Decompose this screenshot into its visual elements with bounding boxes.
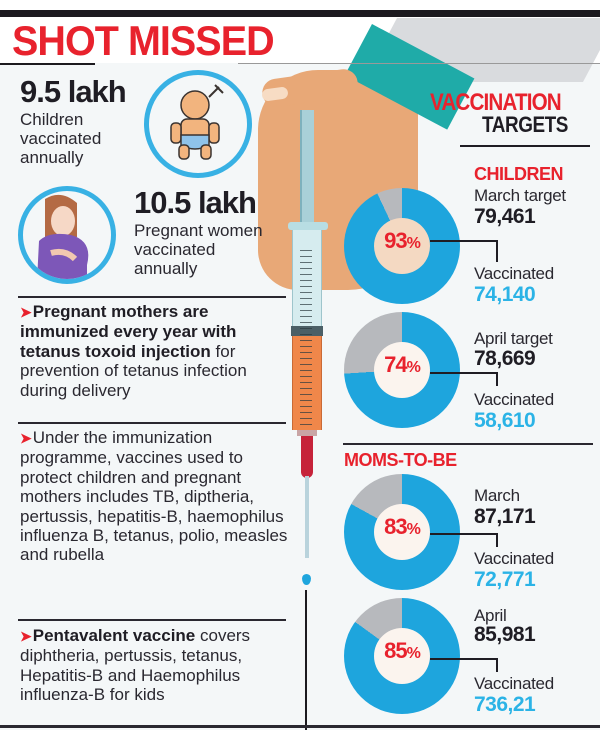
arrow-bullet-icon: ➤ xyxy=(20,304,32,320)
stat-value: 10.5 lakh xyxy=(134,185,257,220)
bullet-text: Under the immunization programme, vaccin… xyxy=(20,428,288,565)
targets-title-line2: TARGETS xyxy=(482,112,568,137)
target-label: April target xyxy=(474,329,553,348)
leader-line xyxy=(496,533,498,547)
bullet-tetanus: ➤Pregnant mothers are immunized every ye… xyxy=(20,302,292,400)
vaccinated-label: Vaccinated xyxy=(474,390,554,409)
stat-desc-line: vaccinated xyxy=(20,129,102,148)
bullet-text: for prevention of tetanus infection duri… xyxy=(20,341,247,400)
bullet-bold: Pregnant mothers are immunized every yea… xyxy=(20,302,237,361)
stat-children: 9.5 lakh Children vaccinated annually xyxy=(20,74,127,168)
target-label: March target xyxy=(474,186,566,205)
donut-chart-children-march: 93% xyxy=(344,188,460,304)
targets-rule xyxy=(460,145,590,147)
leader-line xyxy=(496,372,498,386)
leader-line xyxy=(496,240,498,262)
stat-desc-line: annually xyxy=(20,148,84,167)
leader-line xyxy=(496,658,498,672)
leader-line xyxy=(430,240,498,242)
target-value: 85,981 xyxy=(474,623,536,646)
baby-vaccination-icon xyxy=(144,70,252,178)
target-value: 87,171 xyxy=(474,505,536,528)
vaccinated-value: 74,140 xyxy=(474,283,536,306)
vaccinated-value: 736,21 xyxy=(474,693,536,716)
leader-line xyxy=(430,372,498,374)
vaccinated-value: 72,771 xyxy=(474,568,536,591)
vaccinated-label: Vaccinated xyxy=(474,674,554,693)
bullet-pentavalent: ➤Pentavalent vaccine covers diphtheria, … xyxy=(20,626,292,705)
headline: SHOT MISSED xyxy=(12,17,275,64)
bullet-bold: Pentavalent vaccine xyxy=(32,626,196,645)
section-label-moms: MOMS-TO-BE xyxy=(344,450,457,470)
donut-chart-children-april: 74% xyxy=(344,312,460,428)
vaccinated-label: Vaccinated xyxy=(474,549,554,568)
stat-pregnant-women: 10.5 lakh Pregnant women vaccinated annu… xyxy=(134,185,263,279)
stat-desc-line: Children xyxy=(20,110,84,129)
section-label-children: CHILDREN xyxy=(474,164,564,184)
target-value: 79,461 xyxy=(474,205,536,228)
donut-chart-moms-april: 85% xyxy=(344,598,460,714)
top-strip xyxy=(0,0,600,10)
bottom-rule xyxy=(0,725,600,728)
pregnant-woman-icon xyxy=(18,186,116,284)
leader-line xyxy=(430,533,498,535)
stat-value: 9.5 lakh xyxy=(20,74,127,109)
targets-title-line1: VACCINATION xyxy=(430,89,562,116)
droplet-icon xyxy=(302,574,311,585)
donut-chart-moms-march: 83% xyxy=(344,474,460,590)
arrow-bullet-icon: ➤ xyxy=(20,430,32,446)
vaccinated-label: Vaccinated xyxy=(474,264,554,283)
column-divider xyxy=(305,590,307,730)
stat-desc-line: Pregnant women xyxy=(134,221,263,240)
donut-percent: 74% xyxy=(384,352,421,377)
headline-rule-right xyxy=(238,63,600,64)
target-label: March xyxy=(474,486,520,505)
bullet-programme: ➤Under the immunization programme, vacci… xyxy=(20,428,292,565)
section-rule xyxy=(343,443,593,445)
donut-percent: 83% xyxy=(384,514,421,539)
stat-desc-line: annually xyxy=(134,259,198,278)
section-divider xyxy=(18,422,286,424)
target-label: April xyxy=(474,606,507,625)
section-divider xyxy=(18,619,286,621)
vaccinated-value: 58,610 xyxy=(474,409,536,432)
top-rule xyxy=(0,10,600,17)
target-value: 78,669 xyxy=(474,347,536,370)
donut-percent: 85% xyxy=(384,638,421,663)
section-divider xyxy=(18,296,286,298)
headline-rule xyxy=(0,63,95,65)
donut-percent: 93% xyxy=(384,228,421,253)
bullet-text: covers diphtheria, pertussis, tetanus, H… xyxy=(20,626,251,705)
arrow-bullet-icon: ➤ xyxy=(20,628,32,644)
leader-line xyxy=(430,658,498,660)
stat-desc-line: vaccinated xyxy=(134,240,216,259)
